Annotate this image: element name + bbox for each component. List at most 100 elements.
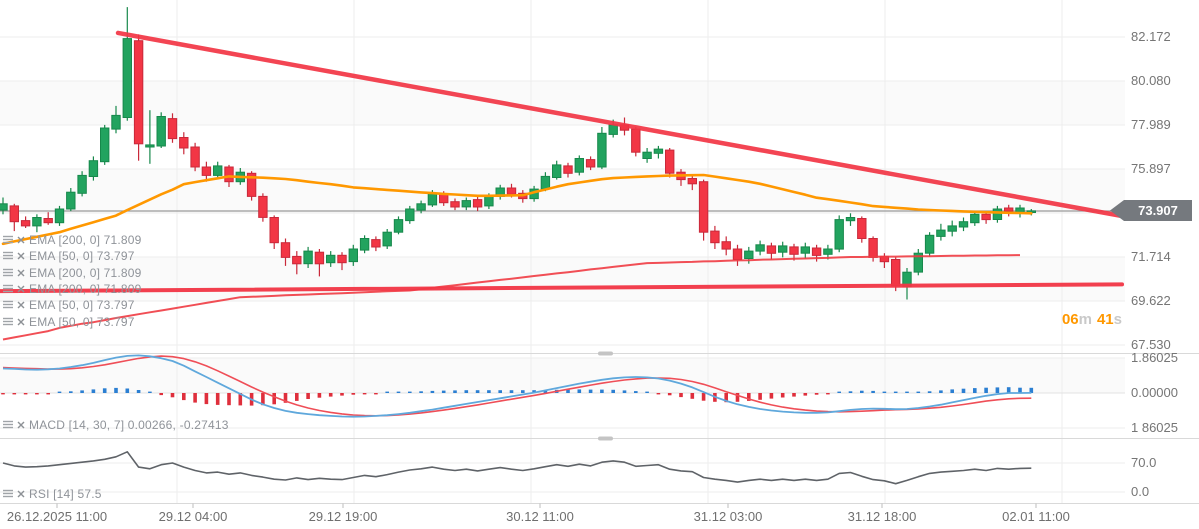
indicator-settings-icon[interactable] — [3, 251, 13, 260]
candle-down — [292, 255, 302, 265]
candle-up — [382, 231, 392, 247]
price-tick: 82.172 — [1131, 29, 1171, 44]
time-tick: 31.12 03:00 — [693, 509, 763, 524]
ema-indicator-label: EMA [200, 0] 71.809 — [29, 281, 142, 296]
candle-up — [326, 254, 336, 264]
ema-indicator-label: EMA [50, 0] 73.797 — [29, 248, 135, 263]
pane-resize-handle[interactable] — [598, 351, 613, 356]
candle-down — [766, 245, 777, 254]
candle-up — [427, 192, 438, 206]
candle-up — [540, 175, 551, 190]
candle-down — [585, 159, 596, 168]
timer-minutes-unit: m — [1078, 311, 1092, 328]
ema-indicator-label: EMA [200, 0] 71.809 — [29, 265, 142, 280]
candle-up — [653, 148, 664, 154]
indicator-settings-icon[interactable] — [3, 489, 13, 498]
time-tick: 26.12.2025 11:00 — [6, 509, 108, 524]
ema-indicator-label: EMA [50, 0] 73.797 — [29, 297, 135, 312]
candle-up — [992, 208, 1003, 220]
indicator-close-icon[interactable] — [17, 421, 25, 429]
indicator-settings-icon[interactable] — [3, 284, 13, 293]
candle-up — [608, 124, 618, 135]
candle-up — [597, 132, 607, 168]
candle-up — [145, 144, 155, 148]
candle-down — [224, 166, 234, 183]
candle-down — [371, 239, 381, 248]
candle-down — [337, 254, 347, 264]
price-tick: 80.080 — [1131, 73, 1171, 88]
candle-up — [484, 195, 494, 207]
indicator-settings-icon[interactable] — [3, 317, 13, 326]
time-tick: 31.12 18:00 — [847, 509, 917, 524]
candle-down — [665, 149, 675, 174]
time-tick: 29.12 19:00 — [308, 509, 378, 524]
pane-resize-handle[interactable] — [598, 436, 613, 441]
macd-indicator-label: MACD [14, 30, 7] 0.00266, -0.27413 — [29, 417, 229, 432]
rsi-tick: 0.0 — [1131, 484, 1150, 499]
candle-up — [947, 225, 957, 232]
ema-indicator-label: EMA [50, 0] 73.797 — [29, 314, 135, 329]
price-tick: 75.897 — [1131, 161, 1171, 176]
indicator-settings-icon[interactable] — [3, 420, 13, 429]
candle-down — [891, 259, 901, 287]
candle-down — [133, 40, 144, 145]
candle-up — [32, 217, 42, 227]
indicator-settings-icon[interactable] — [3, 268, 13, 277]
price-tick: 67.530 — [1131, 337, 1171, 352]
indicator-close-icon[interactable] — [17, 318, 25, 326]
candle-down — [1004, 207, 1014, 212]
grid-stripes — [0, 81, 1125, 393]
time-tick: 29.12 04:00 — [158, 509, 228, 524]
ema-indicator-label: EMA [200, 0] 71.809 — [29, 232, 142, 247]
candle-up — [834, 219, 844, 250]
indicator-close-icon[interactable] — [17, 236, 25, 244]
candle-down — [258, 195, 268, 218]
candle-down — [631, 128, 641, 153]
indicator-settings-icon[interactable] — [3, 235, 13, 244]
candle-down — [710, 230, 720, 244]
indicator-close-icon[interactable] — [17, 301, 25, 309]
timer-seconds-unit: s — [1113, 311, 1122, 328]
candle-up — [66, 191, 76, 210]
indicator-close-icon[interactable] — [17, 490, 25, 498]
candle-up — [88, 160, 99, 177]
candles — [0, 7, 1036, 300]
ema-indicator-row: EMA [200, 0] 71.809 — [3, 265, 142, 280]
candle-down — [687, 178, 697, 185]
candle-up — [574, 158, 584, 173]
candle-down — [857, 218, 867, 239]
candle-up — [552, 164, 562, 178]
candle-up — [156, 116, 166, 147]
candle-up — [924, 234, 935, 254]
rsi-indicator-label: RSI [14] 57.5 — [29, 486, 102, 501]
candle-down — [439, 193, 449, 204]
candle-up — [122, 38, 132, 118]
ema-indicator-row: EMA [50, 0] 73.797 — [3, 314, 135, 329]
candle-down — [450, 201, 460, 208]
candle-up — [213, 165, 223, 176]
candle-up — [405, 208, 415, 222]
candle-up — [958, 221, 969, 228]
macd-tick: 1.86025 — [1131, 350, 1178, 365]
candle-down — [721, 241, 731, 250]
candle-up — [800, 246, 810, 254]
candle-down — [732, 248, 743, 260]
candle-up — [54, 208, 65, 224]
indicator-close-icon[interactable] — [17, 252, 25, 260]
candle-up — [642, 151, 652, 159]
macd-indicator-row: MACD [14, 30, 7] 0.00266, -0.27413 — [3, 417, 229, 432]
candle-up — [936, 229, 946, 237]
indicator-close-icon[interactable] — [17, 285, 25, 293]
candle-up — [303, 250, 313, 265]
pane-chrome — [0, 351, 1199, 508]
rsi-pane — [2, 450, 1032, 485]
rsi-tick: 70.0 — [1131, 455, 1157, 470]
rsi-indicator-row: RSI [14] 57.5 — [3, 486, 102, 501]
candle-down — [472, 199, 483, 208]
candle-up — [1015, 207, 1025, 213]
expiry-timer: 06m 41s — [1040, 311, 1122, 328]
indicator-close-icon[interactable] — [17, 269, 25, 277]
indicator-settings-icon[interactable] — [3, 300, 13, 309]
